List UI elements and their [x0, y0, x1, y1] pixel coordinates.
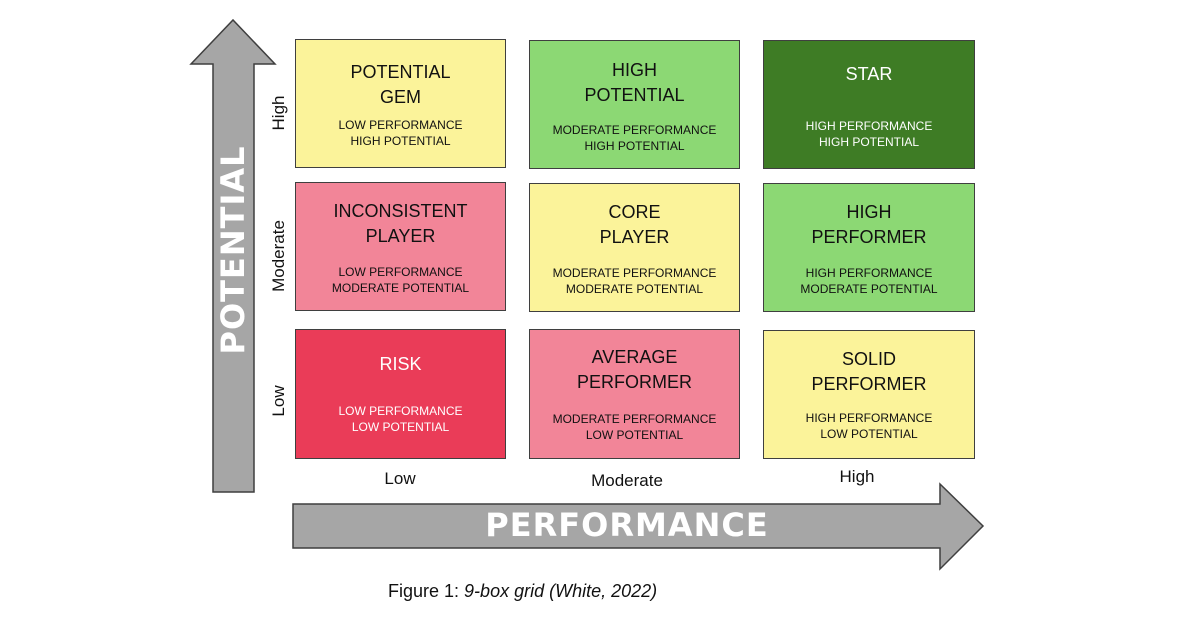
box-risk: RISK LOW PERFORMANCE LOW POTENTIAL [295, 329, 506, 459]
box-title: STAR [845, 64, 893, 84]
y-level-moderate: Moderate [269, 220, 288, 292]
box-potential-gem: POTENTIAL GEM LOW PERFORMANCE HIGH POTEN… [295, 39, 506, 168]
performance-axis-title: PERFORMANCE [485, 506, 769, 544]
y-level-high: High [269, 95, 288, 131]
box-subtitle: LOW PERFORMANCE LOW POTENTIAL [338, 404, 463, 434]
box-title: HIGH PERFORMER [811, 202, 927, 247]
box-subtitle: HIGH PERFORMANCE HIGH POTENTIAL [805, 119, 933, 149]
x-level-high: High [839, 467, 875, 486]
potential-axis-title: POTENTIAL [214, 145, 252, 355]
y-level-low: Low [269, 385, 288, 417]
box-subtitle: MODERATE PERFORMANCE LOW POTENTIAL [552, 412, 717, 442]
potential-arrow [189, 18, 277, 493]
box-title: SOLID PERFORMER [811, 349, 927, 394]
box-high-potential: HIGH POTENTIAL MODERATE PERFORMANCE HIGH… [529, 40, 740, 169]
performance-arrow [292, 482, 985, 571]
box-subtitle: MODERATE PERFORMANCE MODERATE POTENTIAL [552, 266, 717, 296]
box-average-performer: AVERAGE PERFORMER MODERATE PERFORMANCE L… [529, 329, 740, 459]
box-core-player: CORE PLAYER MODERATE PERFORMANCE MODERAT… [529, 183, 740, 312]
box-title: POTENTIAL GEM [350, 62, 451, 107]
box-inconsistent-player: INCONSISTENT PLAYER LOW PERFORMANCE MODE… [295, 182, 506, 311]
box-star: STAR HIGH PERFORMANCE HIGH POTENTIAL [763, 40, 975, 169]
box-high-performer: HIGH PERFORMER HIGH PERFORMANCE MODERATE… [763, 183, 975, 312]
box-subtitle: MODERATE PERFORMANCE HIGH POTENTIAL [552, 123, 717, 153]
box-subtitle: LOW PERFORMANCE MODERATE POTENTIAL [331, 265, 470, 295]
figure-caption: Figure 1: 9-box grid (White, 2022) [388, 581, 657, 602]
box-subtitle: HIGH PERFORMANCE MODERATE POTENTIAL [800, 266, 938, 296]
box-title: HIGH POTENTIAL [584, 60, 685, 105]
caption-prefix: Figure 1: [388, 581, 465, 601]
box-title: CORE PLAYER [599, 202, 670, 247]
box-solid-performer: SOLID PERFORMER HIGH PERFORMANCE LOW POT… [763, 330, 975, 459]
box-subtitle: LOW PERFORMANCE HIGH POTENTIAL [338, 118, 463, 148]
x-level-moderate: Moderate [591, 471, 663, 490]
box-title: INCONSISTENT PLAYER [333, 201, 468, 246]
box-subtitle: HIGH PERFORMANCE LOW POTENTIAL [805, 411, 933, 441]
x-level-low: Low [384, 469, 416, 488]
box-title: RISK [379, 354, 422, 374]
caption-italic: 9-box grid (White, 2022) [464, 581, 658, 601]
box-title: AVERAGE PERFORMER [576, 347, 692, 392]
